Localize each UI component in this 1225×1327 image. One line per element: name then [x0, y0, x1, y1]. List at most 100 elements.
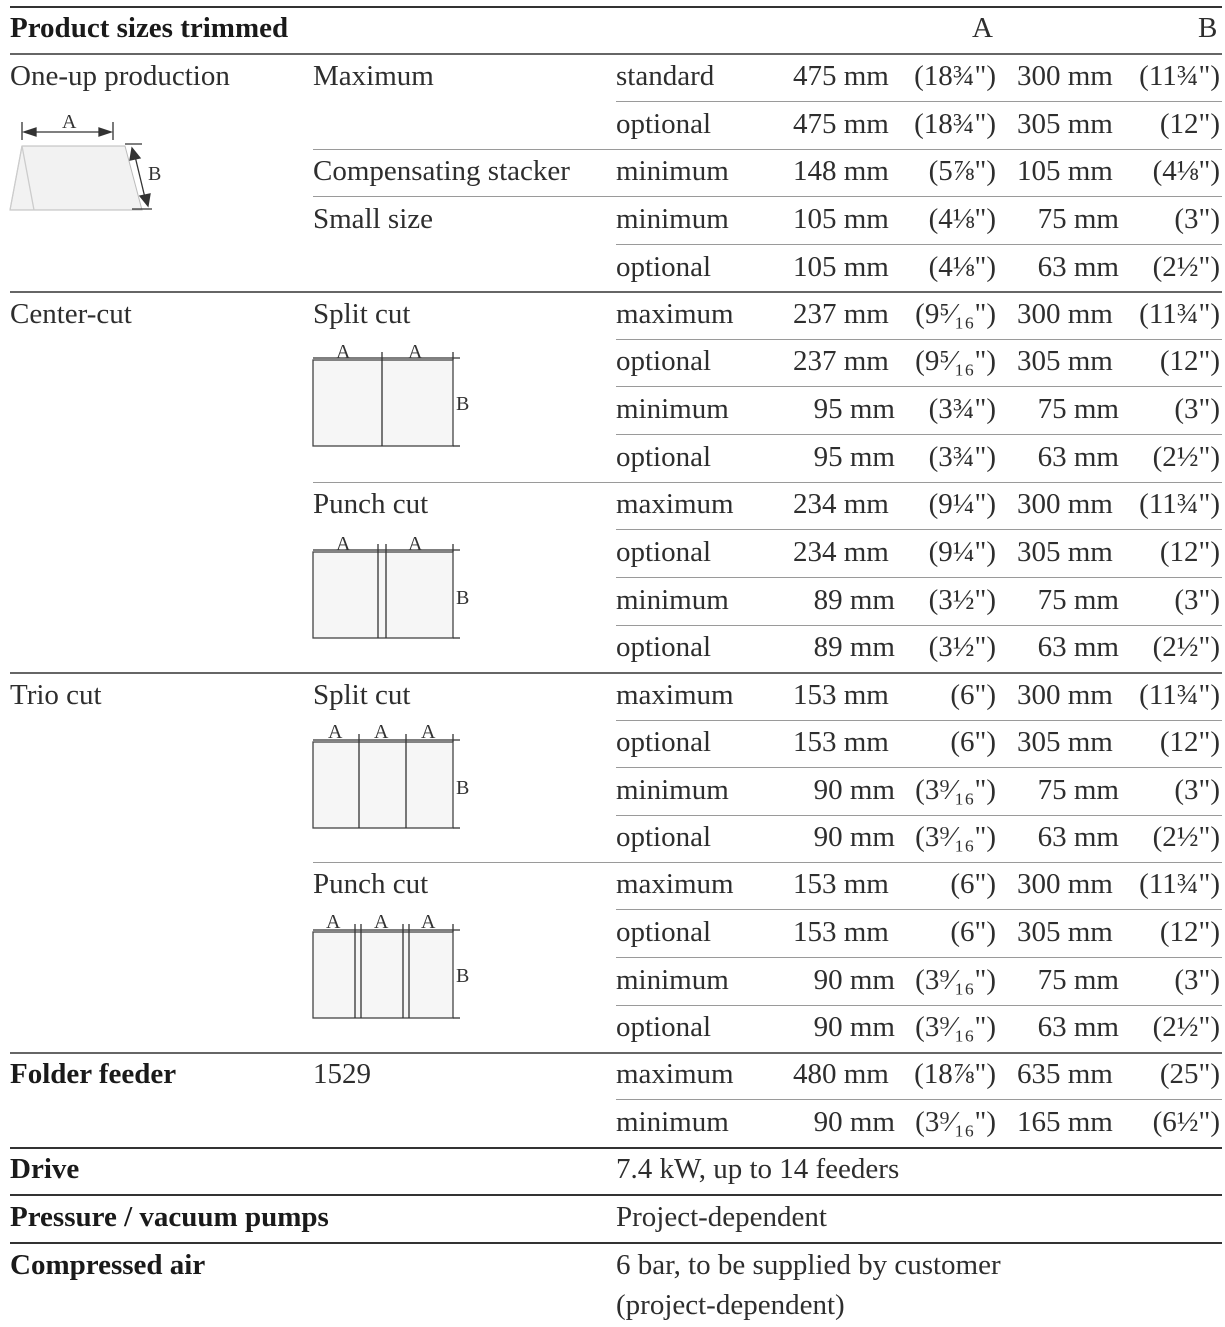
- center-split-diagram: A A B: [312, 341, 469, 447]
- row-a-mm: 153 mm: [793, 726, 889, 758]
- row-a-mm: 90 mm: [813, 1011, 895, 1043]
- row-rule: [616, 244, 1222, 245]
- column-header-b: B: [1198, 12, 1218, 44]
- air-value-line1: 6 bar, to be supplied by customer: [616, 1249, 1001, 1281]
- drive-value: 7.4 kW, up to 14 feeders: [616, 1153, 900, 1185]
- row-rule: [313, 149, 1222, 150]
- row-b-mm: 300 mm: [1017, 488, 1113, 520]
- row-b-mm: 300 mm: [1017, 868, 1113, 900]
- pumps-value: Project-dependent: [616, 1201, 827, 1233]
- row-b-in: (11¾"): [1139, 488, 1220, 520]
- row-b-in: (25"): [1159, 1058, 1220, 1090]
- row-kind: maximum: [616, 679, 734, 711]
- row-b-mm: 305 mm: [1017, 916, 1113, 948]
- center-punch-diagram: A A B: [312, 533, 469, 639]
- row-rule: [616, 1005, 1222, 1006]
- row-a-in: (9⁵⁄₁₆"): [915, 298, 996, 330]
- row-b-in: (4⅛"): [1152, 155, 1220, 187]
- group-label-center-punch-cut: Punch cut: [313, 488, 429, 520]
- row-a-mm: 148 mm: [793, 155, 889, 187]
- row-a-mm: 90 mm: [813, 964, 895, 996]
- section-label-center-cut: Center-cut: [10, 298, 132, 330]
- column-header-a: A: [972, 12, 993, 44]
- row-a-mm: 90 mm: [813, 821, 895, 853]
- row-b-in: (12"): [1159, 726, 1220, 758]
- row-b-in: (12"): [1159, 916, 1220, 948]
- row-a-in: (3⁹⁄₁₆"): [915, 821, 996, 853]
- section-rule: [10, 291, 1222, 293]
- row-b-in: (2½"): [1152, 441, 1220, 473]
- row-b-in: (11¾"): [1139, 298, 1220, 330]
- row-a-mm: 153 mm: [793, 679, 889, 711]
- row-rule: [616, 625, 1222, 626]
- row-a-mm: 105 mm: [793, 251, 889, 283]
- row-b-mm: 305 mm: [1017, 345, 1113, 377]
- row-rule: [616, 386, 1222, 387]
- diagram-label-b: B: [456, 587, 469, 609]
- row-kind: minimum: [616, 774, 729, 806]
- row-b-mm: 300 mm: [1017, 60, 1113, 92]
- row-rule: [313, 862, 1222, 863]
- air-value-line2: (project-dependent): [616, 1289, 845, 1321]
- row-a-in: (9⁵⁄₁₆"): [915, 345, 996, 377]
- section-rule: [10, 1242, 1222, 1244]
- row-b-in: (3"): [1174, 964, 1220, 996]
- row-b-in: (3"): [1174, 203, 1220, 235]
- diagram-label-b: B: [148, 163, 161, 185]
- row-b-mm: 75 mm: [1037, 393, 1119, 425]
- trio-punch-diagram: A A A B: [312, 911, 469, 1019]
- row-rule: [616, 434, 1222, 435]
- row-a-mm: 153 mm: [793, 916, 889, 948]
- row-a-in: (3⁹⁄₁₆"): [915, 1106, 996, 1138]
- row-a-in: (6"): [950, 916, 996, 948]
- row-b-mm: 635 mm: [1017, 1058, 1113, 1090]
- row-rule: [616, 957, 1222, 958]
- row-a-mm: 90 mm: [813, 1106, 895, 1138]
- row-a-in: (4⅛"): [928, 251, 996, 283]
- row-rule: [616, 577, 1222, 578]
- row-a-in: (18⅞"): [914, 1058, 996, 1090]
- group-label-small-size: Small size: [313, 203, 434, 235]
- diagram-label-a: A: [62, 111, 77, 133]
- trio-split-diagram: A A A B: [312, 721, 469, 829]
- row-b-mm: 165 mm: [1017, 1106, 1113, 1138]
- row-rule: [616, 529, 1222, 530]
- pumps-label: Pressure / vacuum pumps: [10, 1201, 329, 1233]
- row-kind: optional: [616, 631, 712, 663]
- group-label-maximum: Maximum: [313, 60, 434, 92]
- row-b-in: (12"): [1159, 345, 1220, 377]
- row-a-mm: 234 mm: [793, 488, 889, 520]
- section-label-one-up: One-up production: [10, 60, 230, 92]
- row-kind: optional: [616, 536, 712, 568]
- row-a-mm: 237 mm: [793, 345, 889, 377]
- diagram-label-a: A: [328, 721, 343, 743]
- row-kind: minimum: [616, 393, 729, 425]
- header-rule: [10, 53, 1222, 55]
- row-rule: [616, 1099, 1222, 1100]
- row-kind: maximum: [616, 1058, 734, 1090]
- diagram-label-a: A: [374, 911, 389, 933]
- row-a-in: (4⅛"): [928, 203, 996, 235]
- row-b-mm: 63 mm: [1037, 441, 1119, 473]
- row-a-in: (6"): [950, 868, 996, 900]
- diagram-label-a: A: [336, 533, 351, 555]
- row-b-mm: 305 mm: [1017, 536, 1113, 568]
- row-kind: minimum: [616, 964, 729, 996]
- row-rule: [616, 101, 1222, 102]
- row-b-in: (3"): [1174, 774, 1220, 806]
- row-kind: optional: [616, 345, 712, 377]
- row-a-in: (3½"): [928, 584, 996, 616]
- table-title: Product sizes trimmed: [10, 12, 289, 44]
- row-rule: [616, 339, 1222, 340]
- diagram-label-a: A: [408, 533, 423, 555]
- section-label-trio-cut: Trio cut: [10, 679, 102, 711]
- row-b-in: (2½"): [1152, 631, 1220, 663]
- diagram-label-a: A: [408, 341, 423, 363]
- row-b-in: (2½"): [1152, 1011, 1220, 1043]
- section-label-folder-feeder: Folder feeder: [10, 1058, 177, 1090]
- row-b-in: (11¾"): [1139, 60, 1220, 92]
- row-kind: minimum: [616, 1106, 729, 1138]
- row-a-in: (3⁹⁄₁₆"): [915, 774, 996, 806]
- row-b-mm: 300 mm: [1017, 298, 1113, 330]
- row-kind: maximum: [616, 488, 734, 520]
